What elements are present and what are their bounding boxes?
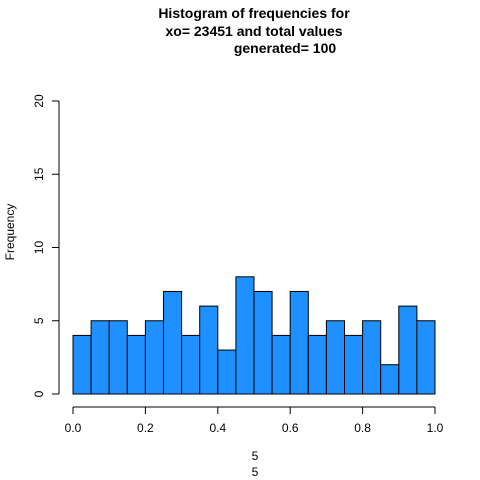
chart-title-line-2: xo= 23451 and total values (165, 23, 342, 39)
histogram-bar (289, 290, 309, 395)
histogram-bar (235, 276, 255, 395)
histogram-bar (362, 320, 382, 395)
chart-title-line-3: generated= 100 (234, 40, 337, 56)
histogram-bar (126, 334, 146, 395)
x-axis-label-line-2: 5 (252, 465, 259, 479)
x-axis: 0.0 0.2 0.4 0.6 0.8 1.0 (65, 406, 444, 435)
histogram-bar (398, 305, 418, 395)
histogram-bar (271, 334, 291, 395)
histogram-bar (108, 320, 128, 395)
y-tick-label: 0 (32, 390, 46, 397)
x-axis-label-line-1: 5 (252, 449, 259, 463)
histogram-bar (90, 320, 110, 395)
histogram-bar (325, 320, 345, 395)
histogram-bar (199, 305, 219, 395)
y-axis-label: Frequency (3, 204, 17, 261)
x-tick-label: 0.8 (354, 421, 371, 435)
histogram-bar (253, 290, 273, 395)
histogram-bar (163, 290, 183, 395)
histogram-bar (144, 320, 164, 395)
histogram-bars (72, 276, 436, 395)
y-tick-label: 15 (32, 167, 46, 181)
histogram-bar (72, 334, 92, 395)
histogram-bar (380, 364, 400, 395)
x-tick-label: 0.0 (65, 421, 82, 435)
y-tick-label: 5 (32, 317, 46, 324)
y-tick-label: 10 (32, 241, 46, 255)
histogram-bar (181, 334, 201, 395)
chart-title-line-1: Histogram of frequencies for (158, 5, 350, 21)
x-tick-label: 0.2 (137, 421, 154, 435)
histogram-bar (217, 349, 237, 395)
histogram-bar (416, 320, 436, 395)
y-axis: 0 5 10 15 20 (32, 94, 60, 397)
x-tick-label: 0.4 (209, 421, 226, 435)
x-tick-label: 0.6 (282, 421, 299, 435)
x-tick-label: 1.0 (427, 421, 444, 435)
y-tick-label: 20 (32, 94, 46, 108)
histogram-bar (307, 334, 327, 395)
histogram-bar (344, 334, 364, 395)
